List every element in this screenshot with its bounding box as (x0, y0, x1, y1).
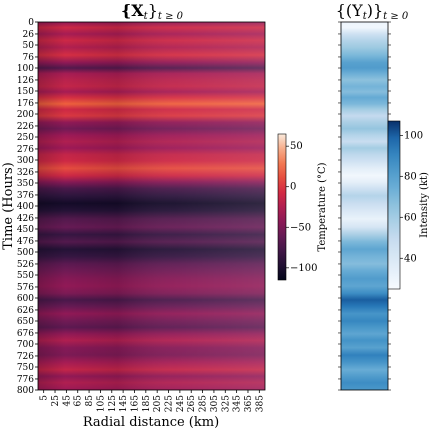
y-tick-label: 550 (17, 271, 34, 281)
y-tick-label: 526 (17, 260, 34, 270)
temperature-colorbar-label: Temperature (°C) (317, 162, 328, 251)
intensity-title-main: {(Y (336, 1, 363, 20)
x-tick-label: 265 (187, 395, 197, 412)
y-tick-label: 200 (17, 110, 34, 120)
x-tick-label: 145 (119, 395, 129, 412)
y-tick-label: 500 (17, 248, 34, 258)
x-tick-label: 385 (255, 395, 265, 412)
y-tick-label: 0 (28, 18, 34, 28)
intensity-strip (340, 21, 389, 391)
x-tick-label: 245 (176, 395, 186, 412)
y-tick-label: 376 (17, 191, 34, 201)
intensity-title-range: t ≥ 0 (383, 11, 409, 22)
y-tick-label: 450 (17, 225, 34, 235)
y-tick-label: 350 (17, 179, 34, 189)
colorbar-tick-label: 80 (404, 171, 417, 182)
y-tick-label: 676 (17, 329, 34, 339)
x-tick-label: 105 (96, 395, 106, 412)
colorbar-tick-label: 100 (404, 130, 423, 141)
temperature-colorbar (277, 133, 287, 281)
temperature-colorbar-frame (277, 133, 287, 281)
x-tick-label: 165 (130, 395, 140, 412)
y-tick-label: 726 (17, 352, 34, 362)
heatmap-title-close: } (148, 1, 158, 20)
x-tick-label: 325 (221, 395, 231, 412)
y-tick-label: 326 (17, 168, 34, 178)
y-tick-label: 176 (17, 99, 34, 109)
intensity-title: {(Yt)}t ≥ 0 (336, 1, 409, 22)
y-tick-label: 776 (17, 375, 34, 385)
y-tick-label: 626 (17, 306, 34, 316)
heatmap-x-ticks: 5 25 45 65 85 105 125 145 165 185 205 225 245 265 285 3… (40, 390, 265, 412)
heatmap-x-label: Radial distance (km) (83, 415, 219, 430)
x-tick-label: 185 (142, 395, 152, 412)
heatmap-title-range: t ≥ 0 (158, 11, 184, 22)
y-tick-label: 276 (17, 145, 34, 155)
y-tick-label: 126 (17, 76, 34, 86)
intensity-title-sub: t (363, 11, 368, 22)
x-tick-label: 65 (74, 395, 84, 407)
y-tick-label: 26 (23, 30, 35, 40)
heatmap-radial-shading (38, 22, 265, 390)
heatmap-title-sub: t (144, 11, 149, 22)
intensity-colorbar-frame (387, 120, 401, 290)
heatmap-title-main: {𝐗 (121, 1, 144, 20)
y-tick-label: 300 (17, 156, 34, 166)
y-tick-label: 400 (17, 202, 34, 212)
y-tick-label: 650 (17, 317, 34, 327)
x-tick-label: 345 (233, 395, 243, 412)
x-tick-label: 365 (244, 395, 254, 412)
y-tick-label: 576 (17, 283, 34, 293)
intensity-colorbar-gradient (388, 121, 400, 289)
intensity-colorbar (387, 120, 401, 290)
colorbar-tick-label: 50 (290, 141, 303, 152)
intensity-title-close: )} (367, 1, 383, 20)
intensity-strip-area (341, 22, 388, 390)
y-tick-label: 800 (17, 386, 34, 396)
colorbar-tick-label: 0 (290, 182, 296, 193)
y-tick-label: 700 (17, 340, 34, 350)
y-tick-label: 226 (17, 122, 34, 132)
y-tick-label: 250 (17, 133, 34, 143)
temperature-heatmap (37, 21, 266, 391)
colorbar-tick-label: −100 (290, 263, 317, 274)
x-tick-label: 25 (51, 395, 61, 407)
intensity-colorbar-label: Intensity (kt) (419, 172, 430, 238)
heatmap-y-label: Time (Hours) (1, 162, 16, 250)
heatmap-title: {𝐗t}t ≥ 0 (121, 1, 184, 22)
x-tick-label: 225 (165, 395, 175, 412)
colorbar-tick-label: 40 (404, 253, 417, 264)
colorbar-tick-label: 60 (404, 212, 417, 223)
y-tick-label: 150 (17, 87, 34, 97)
x-tick-label: 125 (108, 395, 118, 412)
y-tick-label: 426 (17, 214, 34, 224)
y-tick-label: 100 (17, 64, 34, 74)
colorbar-tick-label: −50 (290, 222, 311, 233)
x-tick-label: 285 (199, 395, 209, 412)
y-tick-label: 600 (17, 294, 34, 304)
y-tick-label: 750 (17, 363, 34, 373)
x-tick-label: 85 (85, 395, 95, 407)
y-tick-label: 50 (23, 41, 35, 51)
y-tick-label: 76 (23, 53, 35, 63)
temperature-colorbar-ticks: 50 0 −50 −100 (286, 141, 317, 274)
y-tick-label: 476 (17, 237, 34, 247)
intensity-colorbar-ticks: 100 80 60 40 (400, 130, 423, 264)
x-tick-label: 5 (40, 395, 50, 401)
x-tick-label: 305 (210, 395, 220, 412)
temperature-colorbar-gradient (278, 134, 286, 280)
x-tick-label: 45 (62, 395, 72, 407)
x-tick-label: 205 (153, 395, 163, 412)
